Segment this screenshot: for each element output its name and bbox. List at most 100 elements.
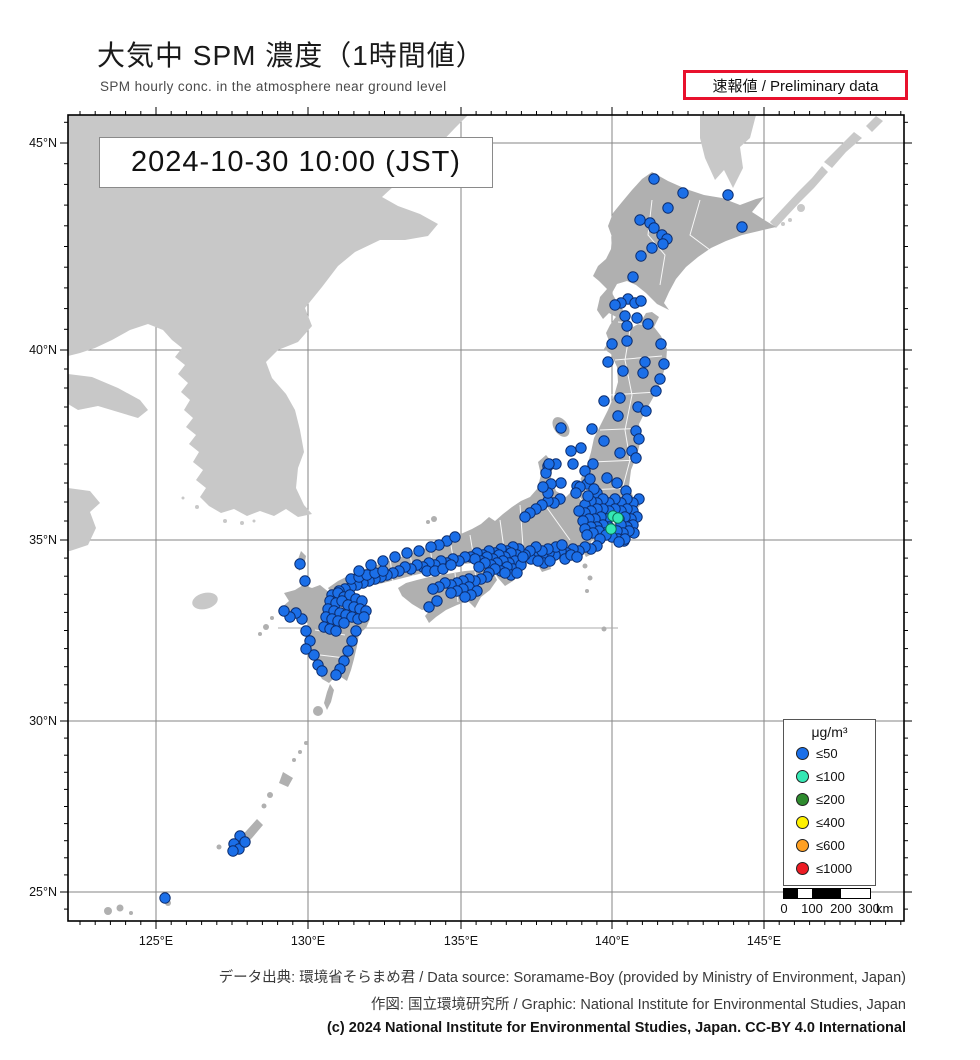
legend-unit-label: μg/m³ (811, 724, 848, 740)
station-dot-le50 (648, 173, 660, 185)
station-dot-le50 (584, 473, 596, 485)
lon-tick-label: 130°E (291, 934, 325, 948)
station-dot-le50 (581, 529, 593, 541)
station-dot-le50 (239, 836, 251, 848)
station-dot-le100 (612, 512, 624, 524)
lat-tick-label: 30°N (29, 714, 57, 728)
station-dot-le50 (425, 541, 437, 553)
legend-box: μg/m³ ≤50 ≤100 ≤200 ≤400 ≤600 ≤1000 (783, 719, 876, 886)
lon-tick-label: 140°E (595, 934, 629, 948)
legend-item: ≤1000 (784, 857, 875, 880)
station-dot-le50 (346, 635, 358, 647)
station-dot-le50 (555, 422, 567, 434)
station-dot-le50 (658, 358, 670, 370)
station-dot-le100 (605, 523, 617, 535)
station-dot-le50 (586, 423, 598, 435)
legend-color-dot-orange (796, 839, 809, 852)
station-dot-le50 (330, 669, 342, 681)
station-dot-le50 (353, 565, 365, 577)
station-dot-le50 (611, 477, 623, 489)
station-dot-le50 (511, 567, 523, 579)
station-dot-le50 (570, 487, 582, 499)
station-dot-le50 (401, 547, 413, 559)
station-dot-le50 (633, 433, 645, 445)
station-dot-le50 (646, 242, 658, 254)
station-dot-le50 (598, 435, 610, 447)
page-title: 大気中 SPM 濃度（1時間値） (97, 40, 485, 71)
station-dot-le50 (159, 892, 171, 904)
continent-landmass (68, 115, 883, 610)
station-dot-le50 (427, 583, 439, 595)
map-frame (67, 114, 905, 922)
station-dot-le50 (602, 356, 614, 368)
station-dots (159, 173, 748, 904)
station-dot-le50 (635, 295, 647, 307)
legend-color-dot-green (796, 793, 809, 806)
station-dot-le50 (609, 299, 621, 311)
station-dot-le50 (619, 310, 631, 322)
station-dot-le50 (565, 445, 577, 457)
station-dot-le50 (308, 649, 320, 661)
station-dot-le50 (499, 567, 511, 579)
station-dot-le50 (722, 189, 734, 201)
scalebar-label-100: 100 (801, 901, 823, 916)
station-dot-le50 (627, 271, 639, 283)
station-dot-le50 (300, 625, 312, 637)
station-dot-le50 (459, 591, 471, 603)
station-dot-le50 (677, 187, 689, 199)
station-dot-le50 (517, 551, 529, 563)
station-dot-le50 (227, 845, 239, 857)
station-dot-le50 (389, 551, 401, 563)
station-dot-le50 (582, 490, 594, 502)
legend-item-label: ≤200 (816, 792, 845, 807)
station-dot-le50 (614, 392, 626, 404)
legend-color-dot-blue (796, 747, 809, 760)
legend-item-label: ≤100 (816, 769, 845, 784)
tanegashima-island (324, 684, 334, 710)
legend-item: ≤400 (784, 811, 875, 834)
station-dot-le50 (316, 665, 328, 677)
station-dot-le50 (342, 645, 354, 657)
station-dot-le50 (655, 338, 667, 350)
scalebar-segment (841, 889, 870, 898)
station-dot-le50 (642, 318, 654, 330)
station-dot-le50 (579, 465, 591, 477)
station-dot-le50 (571, 551, 583, 563)
station-dot-le50 (601, 472, 613, 484)
station-dot-le50 (654, 373, 666, 385)
legend-item: ≤200 (784, 788, 875, 811)
ishigaki-island (116, 904, 124, 912)
station-dot-le50 (567, 458, 579, 470)
hokkaido-island (593, 172, 776, 319)
station-dot-le50 (587, 458, 599, 470)
station-dot-le50 (606, 338, 618, 350)
legend-color-dot-yellow (796, 816, 809, 829)
station-dot-le50 (617, 365, 629, 377)
station-dot-le50 (358, 611, 370, 623)
station-dot-le50 (377, 565, 389, 577)
station-dot-le50 (449, 531, 461, 543)
lat-tick-label: 35°N (29, 533, 57, 547)
station-dot-le50 (575, 442, 587, 454)
legend-item: ≤50 (784, 742, 875, 765)
amami-island (279, 772, 293, 787)
preliminary-data-badge: 速報値 / Preliminary data (683, 70, 908, 100)
station-dot-le50 (573, 505, 585, 517)
axis-labels: 45°N 40°N 35°N 30°N 25°N 125°E 130°E 135°E 140°E… (29, 136, 781, 948)
lat-tick-label: 25°N (29, 885, 57, 899)
station-dot-le50 (519, 511, 531, 523)
station-dot-le50 (365, 559, 377, 571)
station-dot-le50 (330, 625, 342, 637)
footer-graphic-credit: 作図: 国立環境研究所 / Graphic: National Institut… (370, 997, 906, 1013)
lon-tick-label: 135°E (444, 934, 478, 948)
station-dot-le50 (445, 587, 457, 599)
station-dot-le50 (413, 545, 425, 557)
station-dot-le50 (635, 250, 647, 262)
station-dot-le50 (621, 335, 633, 347)
station-dot-le50 (556, 539, 568, 551)
scalebar-segment (784, 889, 798, 898)
station-dot-le50 (299, 575, 311, 587)
yakushima-island (313, 706, 323, 716)
station-dot-le50 (431, 595, 443, 607)
